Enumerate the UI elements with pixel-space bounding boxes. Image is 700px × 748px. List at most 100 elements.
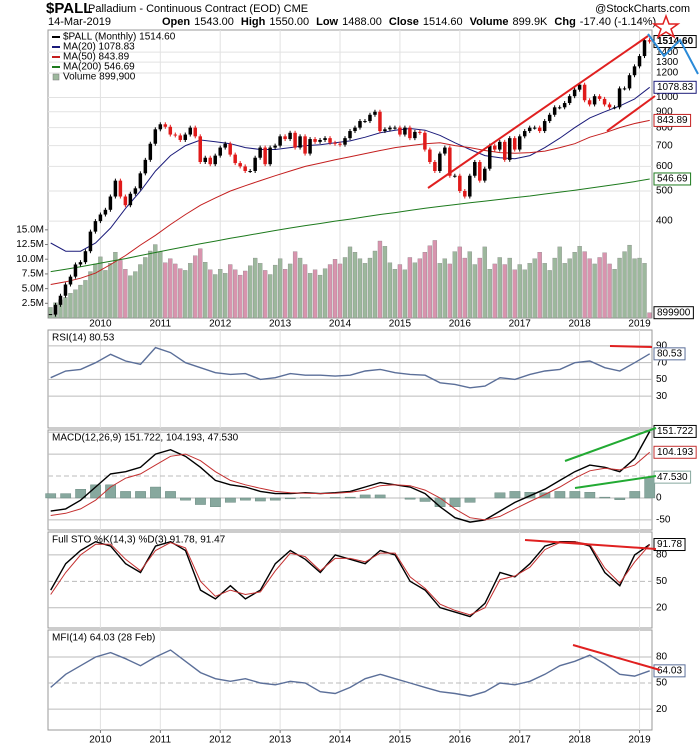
panel-frame: [47, 531, 653, 629]
y-tick-label: 1000: [656, 92, 679, 103]
candle: [413, 131, 417, 139]
candle: [488, 145, 492, 169]
histogram-bar: [165, 491, 176, 499]
candle: [333, 142, 337, 144]
volume-bar: [562, 263, 567, 319]
trend-line: [606, 95, 656, 132]
y-tick-label: 700: [656, 140, 673, 151]
value-box: [653, 445, 697, 459]
volume-bar: [457, 246, 462, 319]
volume-bar: [622, 251, 627, 319]
quote-value: 1550.00: [269, 16, 309, 28]
candle: [632, 66, 637, 76]
candle: [343, 138, 347, 145]
moving-average: [50, 119, 650, 285]
candle: [443, 147, 447, 154]
volume-bar: [567, 258, 572, 319]
x-tick-label: 2011: [150, 319, 172, 330]
volume-bar: [502, 264, 507, 319]
volume-bar: [213, 274, 218, 319]
volume-bar: [367, 257, 373, 319]
histogram-bar: [75, 489, 87, 499]
volume-bar: [307, 273, 313, 319]
volume-bar: [282, 269, 288, 319]
volume-bar: [138, 264, 143, 319]
candle: [73, 264, 78, 277]
candle: [353, 127, 357, 132]
trend-line: [427, 35, 649, 189]
value-box: [653, 306, 694, 320]
x-tick-label: 2014: [329, 735, 352, 746]
volume-bar: [292, 251, 298, 319]
value-box-label: 80.53: [657, 348, 682, 359]
value-box-label: 899900: [657, 307, 691, 318]
volume-bar: [228, 264, 233, 319]
volume-bar: [253, 257, 258, 319]
histogram-bar: [509, 491, 521, 499]
candle: [148, 143, 153, 160]
candle: [358, 121, 362, 128]
volume-bar: [352, 252, 358, 319]
candle: [348, 131, 352, 139]
volume-bar: [462, 257, 467, 319]
panel-title: MACD(12,26,9) 151.722, 104.193, 47.530: [52, 433, 239, 444]
candle: [123, 196, 128, 206]
candle: [338, 143, 342, 145]
volume-bar: [118, 260, 123, 319]
volume-bar: [297, 257, 303, 319]
date: 14-Mar-2019: [48, 16, 111, 28]
candle: [622, 88, 627, 90]
volume-tick-label: 7.5M: [22, 269, 44, 280]
histogram-bar: [554, 491, 566, 499]
quote: Open 1543.00 High 1550.00 Low 1488.00 Close 151…: [162, 16, 656, 28]
volume-bar: [312, 269, 318, 319]
candle: [228, 143, 232, 155]
volume-tick-label: 10.0M: [16, 254, 44, 265]
candle: [88, 231, 93, 252]
volume-bar: [362, 263, 368, 319]
histogram-bar: [225, 497, 236, 503]
volume-bar: [612, 269, 617, 319]
candle: [562, 103, 567, 108]
y-tick-label: 0: [656, 493, 662, 504]
volume-bar: [48, 307, 53, 319]
candle: [597, 96, 602, 99]
indicator-line: [50, 541, 651, 616]
candle: [612, 107, 617, 109]
value-box: [653, 172, 692, 186]
candle: [163, 124, 168, 127]
candle: [368, 114, 372, 122]
panel-title: RSI(14) 80.53: [52, 333, 115, 344]
candle: [328, 138, 332, 143]
candle: [647, 40, 652, 42]
legend-label: Volume 899,900: [63, 72, 136, 83]
volume-bar: [507, 257, 512, 319]
candle: [458, 175, 462, 192]
candle: [128, 193, 133, 206]
candle: [637, 56, 642, 67]
x-tick-label: 2017: [509, 735, 532, 746]
candle: [138, 173, 143, 189]
volume-bar: [262, 270, 268, 319]
volume-bar: [482, 246, 487, 319]
value-box-label: 91.78: [657, 539, 682, 550]
value-box-label: 546.69: [657, 174, 688, 185]
x-tick-label: 2014: [329, 319, 352, 330]
candle: [108, 196, 113, 210]
candle: [507, 138, 512, 160]
candle: [78, 262, 83, 265]
candle: [58, 295, 63, 305]
volume-tick-label: 5.0M: [22, 283, 44, 294]
indicator-line: [50, 431, 651, 523]
volume-bar: [342, 257, 348, 319]
volume-bar: [427, 245, 433, 319]
x-tick-label: 2015: [389, 735, 412, 746]
histogram-bar: [599, 496, 611, 499]
y-tick-label: 1200: [656, 68, 679, 79]
candle: [208, 157, 212, 165]
quote-label: Low: [316, 16, 338, 28]
histogram-bar: [374, 494, 386, 499]
candle: [502, 141, 507, 160]
volume-bar: [277, 258, 283, 319]
volume-bar: [173, 263, 178, 319]
